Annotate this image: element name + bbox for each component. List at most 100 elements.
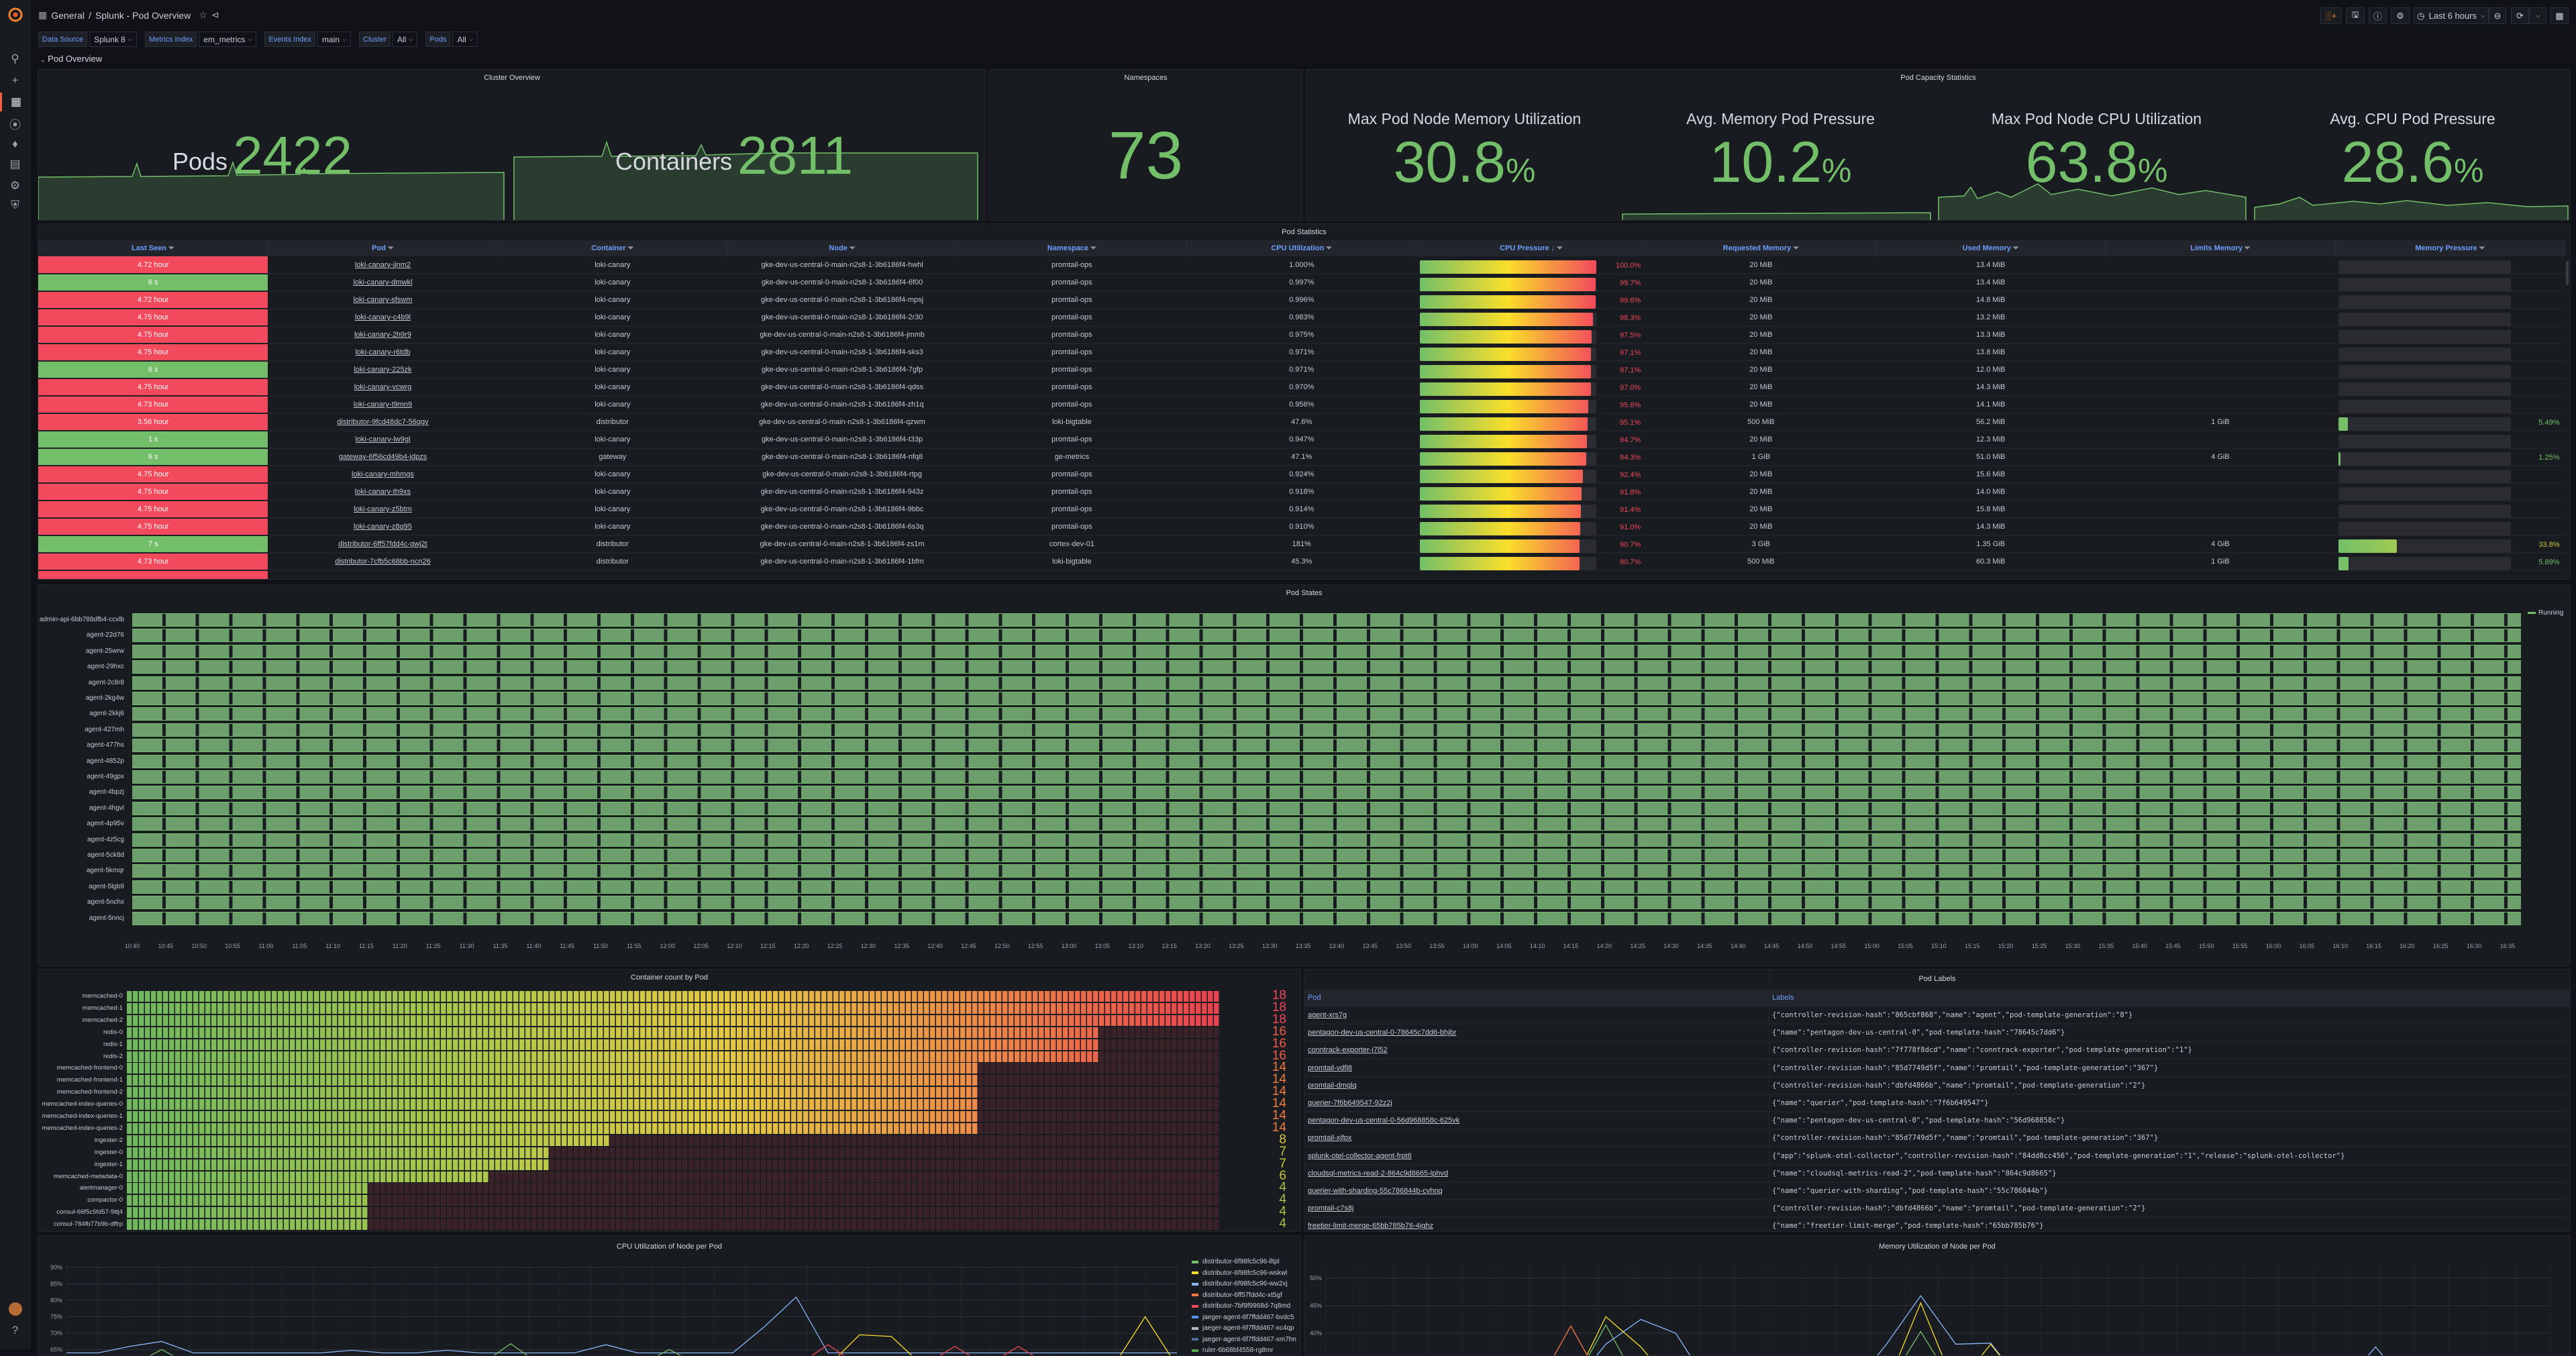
pod-state-row-running[interactable] xyxy=(132,802,2521,815)
pod-link[interactable]: pentagon-dev-us-central-0-56d968858c-625… xyxy=(1308,1116,1459,1125)
filter-icon[interactable]: ⏷ xyxy=(386,244,394,252)
table-row[interactable]: agent-xrs7g{"controller-revision-hash":"… xyxy=(1304,1007,2566,1025)
pod-link[interactable]: loki-canary-z5btm xyxy=(354,505,412,513)
table-row[interactable]: splunk-otel-collector-agent-frpt6{"app":… xyxy=(1304,1148,2566,1165)
info-button[interactable]: ⓘ xyxy=(2369,7,2387,24)
pod-link[interactable]: promtail-xjfpx xyxy=(1308,1134,1351,1142)
pod-state-row-running[interactable] xyxy=(132,755,2521,768)
column-header[interactable]: CPU Utilization ⏷ xyxy=(1187,240,1416,256)
legend-item[interactable]: distributor-7bf9f9968d-7q8md xyxy=(1192,1302,1290,1310)
legend-item[interactable]: Running xyxy=(2528,609,2563,617)
pod-link[interactable]: promtail-vdfj8 xyxy=(1308,1064,1352,1072)
row-pod-overview[interactable]: ⌄ Pod Overview xyxy=(40,54,102,64)
time-picker[interactable]: ◷Last 6 hours⌵ xyxy=(2414,7,2489,24)
column-header[interactable]: Used Memory ⏷ xyxy=(1876,240,2106,256)
pod-state-row-running[interactable] xyxy=(132,723,2521,737)
column-header[interactable]: Container ⏷ xyxy=(498,240,727,256)
pod-state-row-running[interactable] xyxy=(132,707,2521,721)
legend-item[interactable]: distributor-6ff57fdd4c-xt5gf xyxy=(1192,1292,1282,1299)
pod-link[interactable]: querier-with-sharding-55c786844b-cvhnq xyxy=(1308,1187,1443,1195)
table-row[interactable]: promtail-c7s8j{"controller-revision-hash… xyxy=(1304,1200,2566,1218)
pod-link[interactable]: pentagon-dev-us-central-0-78645c7dd6-bhj… xyxy=(1308,1029,1456,1037)
filter-icon[interactable]: ⏷ xyxy=(166,244,174,252)
pod-link[interactable]: conntrack-exporter-j7l52 xyxy=(1308,1046,1388,1054)
pod-link[interactable]: loki-canary-mhmgs xyxy=(352,470,414,478)
share-icon[interactable]: ⊲ xyxy=(211,9,219,21)
filter-icon[interactable]: ⏷ xyxy=(1088,244,1096,252)
filter-icon[interactable]: ⏷ xyxy=(847,244,856,252)
dashboards-icon[interactable]: ▦ xyxy=(0,93,30,111)
help-icon[interactable]: ? xyxy=(0,1321,30,1340)
refresh-interval-dropdown[interactable]: ⌵ xyxy=(2529,7,2546,24)
pod-link[interactable]: agent-xrs7g xyxy=(1308,1011,1347,1019)
tv-mode-button[interactable]: ▩ xyxy=(2551,7,2569,24)
star-icon[interactable]: ☆ xyxy=(199,9,207,21)
pod-state-row-running[interactable] xyxy=(132,896,2521,909)
alerting-bell-icon[interactable]: ♦ xyxy=(0,135,30,154)
variable-dropdown[interactable]: Splunk 8⌵ xyxy=(89,32,137,47)
save-button[interactable]: 🖫 xyxy=(2346,7,2365,24)
pod-state-row-running[interactable] xyxy=(132,645,2521,658)
variable-dropdown[interactable]: All⌵ xyxy=(393,32,417,47)
pod-state-row-running[interactable] xyxy=(132,692,2521,705)
pod-link[interactable]: loki-canary-sfswm xyxy=(353,296,412,304)
table-row[interactable]: promtail-dmglq{"controller-revision-hash… xyxy=(1304,1078,2566,1095)
zoom-out-button[interactable]: ⊖ xyxy=(2489,7,2506,24)
column-header[interactable]: Pod ⏷ xyxy=(268,240,497,256)
legend-item[interactable]: distributor-6f98fc5c96-wskwl xyxy=(1192,1269,1287,1277)
pod-link[interactable]: gateway-6f56cd49b4-jdpzs xyxy=(339,453,427,461)
variable-dropdown[interactable]: All⌵ xyxy=(452,32,477,47)
pod-state-row-running[interactable] xyxy=(132,833,2521,847)
legend-item[interactable]: jaeger-agent-6f7ffdd467-bvdc5 xyxy=(1192,1314,1294,1321)
variable-dropdown[interactable]: main⌵ xyxy=(317,32,351,47)
pod-state-row-running[interactable] xyxy=(132,739,2521,752)
filter-icon[interactable]: ⏷ xyxy=(2011,244,2019,252)
table-row[interactable]: conntrack-exporter-j7l52{"controller-rev… xyxy=(1304,1042,2566,1059)
filter-icon[interactable]: ⏷ xyxy=(1555,244,1563,252)
legend-item[interactable]: distributor-6f98fc5c96-lltpl xyxy=(1192,1258,1280,1265)
pod-state-row-running[interactable] xyxy=(132,817,2521,831)
column-header[interactable]: Node ⏷ xyxy=(727,240,957,256)
table-row[interactable]: pentagon-dev-us-central-0-56d968858c-625… xyxy=(1304,1112,2566,1130)
table-scrollbar[interactable] xyxy=(2566,261,2569,285)
table-row[interactable]: pentagon-dev-us-central-0-78645c7dd6-bhj… xyxy=(1304,1025,2566,1042)
filter-icon[interactable]: ⏷ xyxy=(2243,244,2251,252)
column-header-labels[interactable]: Labels xyxy=(1772,994,1794,1002)
pod-state-row-running[interactable] xyxy=(132,613,2521,627)
pod-state-row-running[interactable] xyxy=(132,629,2521,642)
pod-link[interactable]: querier-7f6b649547-92z2j xyxy=(1308,1099,1392,1107)
pod-state-row-running[interactable] xyxy=(132,770,2521,784)
pod-state-row-running[interactable] xyxy=(132,660,2521,674)
table-row[interactable]: promtail-xjfpx{"controller-revision-hash… xyxy=(1304,1130,2566,1147)
pod-link[interactable]: promtail-c7s8j xyxy=(1308,1204,1353,1212)
plus-icon[interactable]: + xyxy=(0,71,30,90)
column-header[interactable]: Limits Memory ⏷ xyxy=(2106,240,2335,256)
column-header[interactable]: Namespace ⏷ xyxy=(957,240,1186,256)
legend-item[interactable]: ruler-6b68bf4558-rg8mr xyxy=(1192,1347,1274,1354)
pod-link[interactable]: loki-canary-vcwrg xyxy=(354,383,412,391)
shield-icon[interactable]: ⛨ xyxy=(0,196,30,215)
search-icon[interactable]: ⚲ xyxy=(0,50,30,68)
pod-link[interactable]: loki-canary-2h9r9 xyxy=(354,331,411,339)
pod-state-row-running[interactable] xyxy=(132,849,2521,862)
pod-link[interactable]: splunk-otel-collector-agent-frpt6 xyxy=(1308,1152,1412,1160)
pod-state-row-running[interactable] xyxy=(132,864,2521,878)
pod-link[interactable]: loki-canary-225zk xyxy=(354,366,411,374)
pod-link[interactable]: promtail-dmglq xyxy=(1308,1082,1357,1090)
filter-icon[interactable]: ⏷ xyxy=(1791,244,1799,252)
pod-link[interactable]: distributor-7cfb5c68bb-ncn26 xyxy=(335,558,430,566)
